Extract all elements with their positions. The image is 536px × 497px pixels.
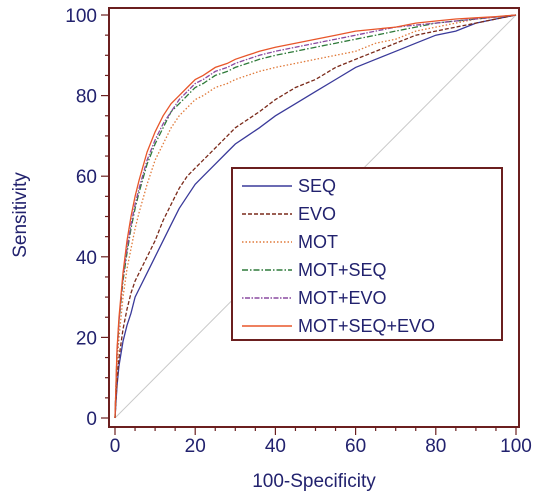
y-tick-label: 20 [76, 328, 97, 349]
x-tick-label: 20 [185, 436, 206, 457]
plot-frame [108, 7, 520, 428]
legend-label: EVO [298, 204, 336, 224]
legend-label: MOT [298, 232, 338, 252]
series-line-mot-seq-evo [114, 14, 517, 419]
x-tick-label: 40 [265, 436, 286, 457]
y-tick-label: 80 [76, 87, 97, 108]
x-tick-label: 80 [425, 436, 446, 457]
series-line-evo [114, 14, 517, 419]
legend-label: MOT+SEQ+EVO [298, 316, 435, 336]
legend: SEQ EVO MOT MOT+SEQ MOT+EVO MOT+SEQ+EVO [231, 167, 503, 341]
y-tick-label: 60 [76, 167, 97, 188]
y-tick-label: 0 [86, 409, 97, 430]
series-line-seq [114, 14, 517, 419]
x-tick-label: 0 [110, 436, 121, 457]
legend-label: MOT+SEQ [298, 260, 387, 280]
x-axis-title: 100-Specificity [252, 471, 376, 492]
y-tick-label: 40 [76, 248, 97, 269]
series-line-mot-seq [114, 14, 517, 419]
x-tick-label: 100 [500, 436, 532, 457]
y-tick-label: 100 [65, 6, 97, 27]
legend-box [231, 167, 503, 341]
y-axis-title: Sensitivity [10, 172, 31, 258]
series-line-mot [114, 14, 517, 419]
x-tick-label: 60 [345, 436, 366, 457]
series-line-mot-evo [114, 14, 517, 419]
legend-label: SEQ [298, 176, 336, 196]
legend-label: MOT+EVO [298, 288, 387, 308]
